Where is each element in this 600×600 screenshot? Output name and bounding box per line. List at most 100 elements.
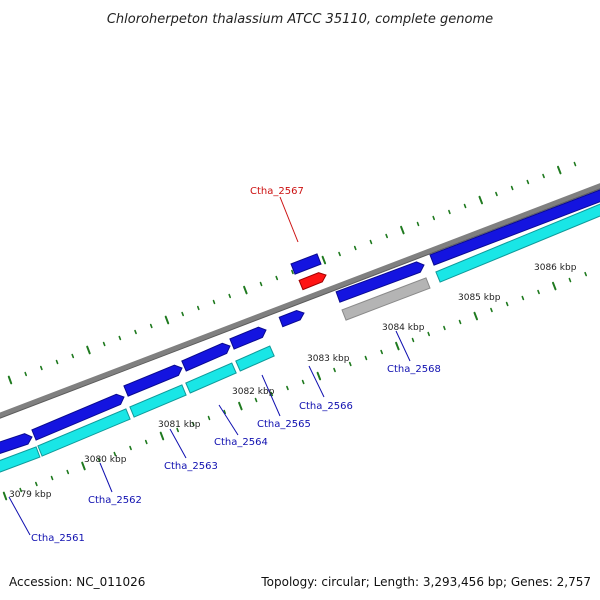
outer-tick [259,281,263,287]
outer-tick [526,179,530,185]
gene-label-ctha-2562[interactable]: Ctha_2562 [88,495,142,506]
inner-tick [552,281,557,291]
inner-tick [223,409,226,415]
cds-feature [229,326,267,350]
label-connector [218,404,239,436]
inner-tick [473,311,478,321]
outer-tick [321,255,327,265]
inner-tick [2,491,8,501]
outer-tick [181,311,184,317]
outer-tick [149,323,153,329]
gene-label-ctha-2567[interactable]: Ctha_2567 [250,186,304,197]
outer-tick [118,335,122,341]
inner-tick [19,487,23,493]
cyan-feature [37,408,131,457]
inner-tick [207,415,211,421]
outer-tick [448,209,451,215]
inner-tick [238,401,243,411]
genome-summary-text: Topology: circular; Length: 3,293,456 bp… [260,575,591,589]
outer-tick [495,191,498,197]
inner-tick [364,355,368,361]
grey-feature [341,277,431,321]
gene-label-ctha-2568[interactable]: Ctha_2568 [387,364,441,375]
inner-tick [192,421,195,427]
outer-tick [102,341,106,347]
inner-tick [254,397,258,403]
kbp-label-3082: 3082 kbp [232,387,275,397]
inner-tick [490,307,493,313]
gene-label-ctha-2563[interactable]: Ctha_2563 [164,461,218,472]
inner-tick [113,451,117,457]
inner-tick [81,461,86,471]
inner-tick [301,379,305,385]
cds-feature [278,309,305,328]
kbp-label-3086: 3086 kbp [534,263,577,273]
inner-tick [316,371,322,381]
kbp-label-3079: 3079 kbp [9,490,52,500]
outer-tick [416,221,420,227]
label-connectors [8,196,411,536]
label-connector [279,196,299,243]
inner-tick [270,391,274,397]
outer-tick [71,353,75,359]
outer-tick [164,315,170,325]
outer-tick [478,195,483,205]
outer-tick [400,225,405,235]
inner-tick [159,431,165,441]
outer-tick [228,293,231,299]
outer-tick [212,299,216,305]
inner-tick [427,331,431,337]
gene-label-ctha-2561[interactable]: Ctha_2561 [31,533,85,544]
outer-tick [134,329,137,335]
kbp-label-3084: 3084 kbp [382,323,425,333]
inner-tick [411,337,415,343]
inner-tick [50,475,54,481]
inner-tick [458,319,462,325]
cyan-feature [129,384,187,418]
kbp-label-3085: 3085 kbp [458,293,501,303]
inner-tick [333,367,336,373]
label-connector [8,496,31,536]
kbp-label-3081: 3081 kbp [158,420,201,430]
inner-tick [348,361,352,367]
genome-backbone [0,183,600,418]
cds-feature [31,393,125,441]
genome-backbone-shadow [0,188,600,419]
cyan-feature [0,446,41,473]
accession-text: Accession: NC_011026 [9,575,145,589]
outer-tick [7,375,13,385]
cyan-feature [185,362,237,394]
outer-tick [385,233,389,239]
gene-label-ctha-2564[interactable]: Ctha_2564 [214,437,268,448]
highlighted-feature [298,272,327,291]
outer-tick [197,305,200,311]
gene-label-ctha-2566[interactable]: Ctha_2566 [299,401,353,412]
outer-tick [86,345,91,355]
inner-tick [505,301,509,307]
map-title: Chloroherpeton thalassium ATCC 35110, co… [107,12,493,27]
outer-tick [291,269,294,275]
outer-tick [542,173,545,179]
cds-feature [429,189,600,266]
cds-feature [123,364,183,397]
label-connector [99,462,113,493]
inner-tick [380,349,384,355]
inner-tick [395,341,400,351]
inner-tick [144,439,148,445]
feature-tracks [0,189,600,473]
cyan-feature [435,203,600,283]
outer-tick [557,165,562,175]
outer-tick [463,203,467,209]
outer-tick [24,371,28,377]
outer-tick [39,365,43,371]
cyan-feature [235,345,275,372]
outer-tick [369,239,373,245]
cds-feature [0,433,33,454]
inner-tick [521,295,525,301]
inner-tick-ring [2,271,588,501]
outer-tick [432,215,436,221]
inner-tick [66,469,70,475]
gene-label-ctha-2565[interactable]: Ctha_2565 [257,419,311,430]
